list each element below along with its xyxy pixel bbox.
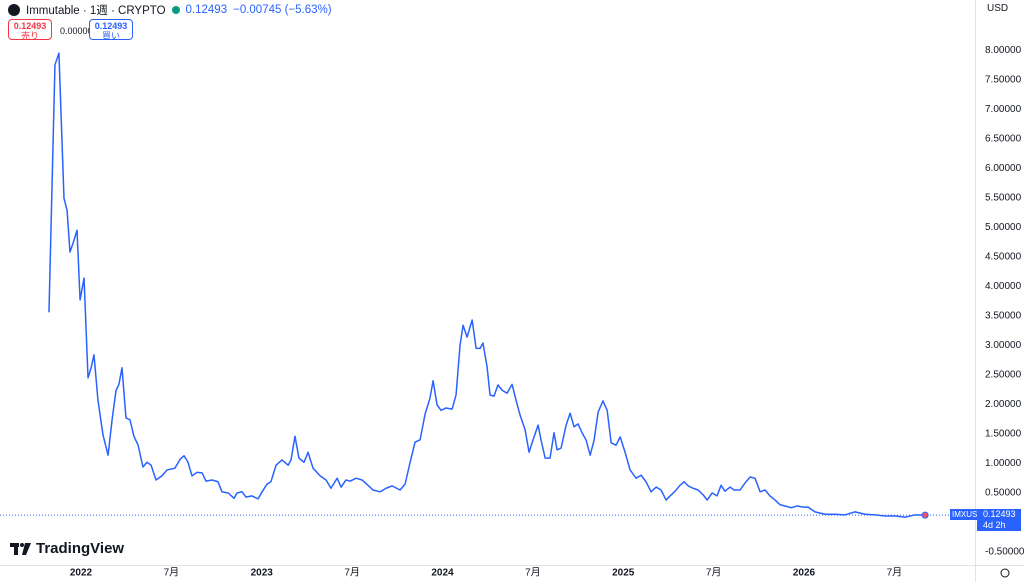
x-tick-label: 2022 [70, 568, 93, 579]
y-tick-label: 7.50000 [985, 74, 1022, 85]
logo-icon [10, 542, 31, 555]
y-tick-label: 8.00000 [985, 45, 1022, 56]
last-price: 0.12493 [185, 4, 228, 16]
y-tick-label: 2.50000 [985, 370, 1022, 381]
y-tick-label: 6.00000 [985, 163, 1022, 174]
y-tick-label: 4.00000 [985, 281, 1022, 292]
x-tick-label: 7月 [525, 567, 541, 579]
last-point [921, 511, 929, 519]
x-tick-label: 7月 [706, 567, 722, 579]
y-tick-label: 1.50000 [985, 429, 1022, 440]
y-tick-label: 3.00000 [985, 340, 1022, 351]
y-tick-label: 3.50000 [985, 310, 1022, 321]
buy-button[interactable]: 0.12493 買い [89, 19, 133, 41]
currency[interactable]: USD [987, 3, 1009, 14]
price-tag-value: 0.12493 [983, 509, 1016, 520]
y-tick-label: 1.00000 [985, 458, 1022, 469]
logo: TradingView [10, 540, 124, 557]
change: −0.00745 (−5.63%) [233, 4, 332, 16]
ticker-tag: IMXUSD [950, 509, 986, 521]
x-tick-label: 7月 [164, 567, 180, 579]
y-tick-label: 4.50000 [985, 251, 1022, 262]
y-tick-label: 2.00000 [985, 399, 1022, 410]
x-tick-label: 2025 [612, 568, 635, 579]
x-tick-label: 2024 [431, 568, 454, 579]
status-dot [171, 6, 180, 14]
legend: Immutable · 1週 · CRYPTO 0.12493 −0.00745… [8, 2, 332, 18]
x-tick-label: 7月 [344, 567, 360, 579]
brand: TradingView [36, 540, 125, 557]
price-tag: 0.12493 4d 2h [977, 509, 1021, 532]
y-tick-label: 5.50000 [985, 192, 1022, 203]
buy-price: 0.12493 [94, 21, 128, 31]
buy-label: 買い [101, 31, 120, 41]
y-tick-label: -0.50000 [985, 547, 1024, 558]
x-tick-label: 2026 [793, 568, 816, 579]
sell-label: 売り [20, 31, 39, 41]
x-tick-label: 2023 [251, 568, 274, 579]
y-tick-label: 6.50000 [985, 133, 1022, 144]
countdown: 4d 2h [983, 520, 1006, 531]
settings-icon[interactable] [1000, 568, 1010, 578]
y-tick-label: 0.50000 [985, 488, 1022, 499]
y-tick-label: 7.00000 [985, 104, 1022, 115]
x-tick-label: 7月 [887, 567, 903, 579]
sell-price: 0.12493 [13, 21, 47, 31]
y-tick-label: 5.00000 [985, 222, 1022, 233]
sell-button[interactable]: 0.12493 売り [8, 19, 52, 41]
symbol: Immutable · 1週 · CRYPTO [26, 5, 166, 17]
price-line [48, 52, 926, 518]
symbol-icon [8, 4, 20, 16]
spread: 0.00000 [60, 26, 93, 36]
